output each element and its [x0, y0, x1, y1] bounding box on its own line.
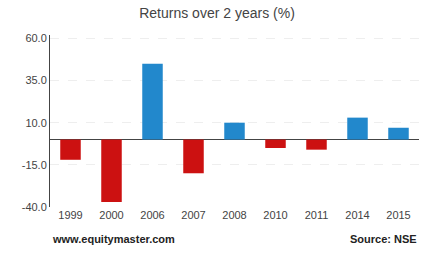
svg-text:www.equitymaster.com: www.equitymaster.com	[52, 233, 175, 245]
svg-text:Source: NSE: Source: NSE	[350, 233, 417, 245]
svg-text:-15.0: -15.0	[22, 159, 47, 171]
svg-text:35.0: 35.0	[25, 74, 46, 86]
svg-text:Returns over 2 years (%): Returns over 2 years (%)	[139, 5, 295, 21]
svg-text:2006: 2006	[140, 209, 164, 221]
svg-text:2008: 2008	[222, 209, 246, 221]
svg-text:2015: 2015	[386, 209, 410, 221]
svg-text:-40.0: -40.0	[22, 201, 47, 213]
svg-text:1999: 1999	[58, 209, 82, 221]
svg-text:2000: 2000	[99, 209, 123, 221]
svg-text:2010: 2010	[263, 209, 287, 221]
svg-text:2011: 2011	[305, 209, 329, 221]
svg-text:2007: 2007	[181, 209, 205, 221]
svg-text:2014: 2014	[345, 209, 369, 221]
svg-text:10.0: 10.0	[25, 117, 46, 129]
svg-text:60.0: 60.0	[25, 32, 46, 44]
